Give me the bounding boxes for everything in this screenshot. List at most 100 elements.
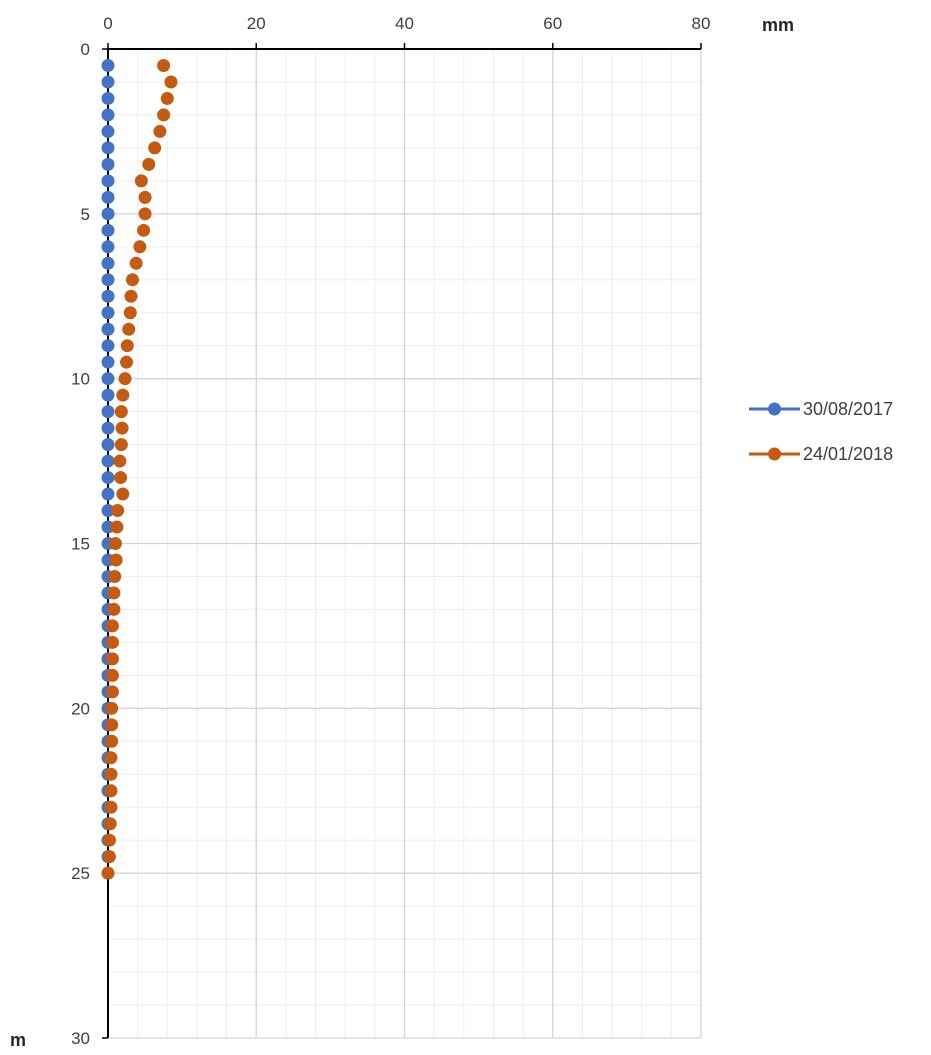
data-point [101,487,115,501]
data-point [104,784,118,798]
y-tick-label: 0 [81,40,90,59]
y-tick-label: 20 [71,699,90,718]
data-point [101,256,115,270]
y-tick-label: 10 [71,370,90,389]
data-point [118,372,132,386]
data-point [148,141,162,155]
data-point [101,306,115,320]
data-point [120,339,134,353]
data-point [101,355,115,369]
data-point [105,619,119,633]
data-point [101,454,115,468]
data-point [101,289,115,303]
data-point [129,256,143,270]
legend-entry: 24/01/2018 [749,444,893,464]
data-point [104,751,118,765]
data-point [115,421,129,435]
legend: 30/08/2017 24/01/2018 [749,399,893,464]
data-point [157,108,171,122]
data-point [101,504,115,518]
y-tick-label: 15 [71,535,90,554]
series-2 [101,58,178,880]
data-point [102,833,116,847]
data-point [101,339,115,353]
data-point [101,58,115,72]
data-point [123,306,137,320]
y-axis-unit-label: m [10,1030,26,1050]
data-point [111,504,125,518]
data-point [160,91,174,105]
data-point [101,75,115,89]
x-tick-labels: 0 20 40 60 80 [103,14,710,33]
data-point [101,471,115,485]
data-point [137,223,151,237]
data-point [138,207,152,221]
data-point [105,701,119,715]
data-point [101,405,115,419]
x-tick-label: 0 [103,14,112,33]
data-point [122,322,136,336]
axes [102,43,702,1039]
data-point [116,388,130,402]
data-point [101,174,115,188]
legend-marker [768,447,781,461]
data-point [103,817,117,831]
x-tick-label: 20 [247,14,266,33]
data-point [109,553,123,567]
data-point [101,388,115,402]
data-point [101,190,115,204]
data-point [164,75,178,89]
data-point [114,405,128,419]
x-tick-label: 80 [692,14,711,33]
data-point [105,668,119,682]
data-point [101,223,115,237]
y-tick-labels: 0 5 10 15 20 25 30 [71,40,90,1048]
x-axis-unit-label: mm [762,15,794,35]
data-point [120,355,134,369]
data-point [138,190,152,204]
data-point [105,635,119,649]
y-tick-label: 5 [81,205,90,224]
data-point [101,866,115,880]
data-point [101,240,115,254]
data-point [101,207,115,221]
data-point [108,537,122,550]
data-point [101,372,115,386]
data-point [101,322,115,336]
data-point [101,124,115,138]
data-point [102,850,116,864]
y-tick-label: 25 [71,864,90,883]
data-point [157,58,171,72]
legend-entry: 30/08/2017 [749,399,893,419]
data-point [105,652,119,666]
data-point [116,487,130,501]
legend-label: 30/08/2017 [803,399,893,419]
data-point [142,157,156,171]
x-tick-label: 40 [395,14,414,33]
series-layer [101,58,178,880]
data-point [101,108,115,122]
data-point [124,289,138,303]
data-point [101,438,115,452]
legend-marker [768,402,781,416]
data-point [101,141,115,155]
x-tick-label: 60 [543,14,562,33]
data-point [108,569,122,583]
y-tick-label: 30 [71,1029,90,1048]
data-point [101,421,115,435]
data-point [104,767,118,781]
legend-label: 24/01/2018 [803,444,893,464]
data-point [101,520,115,534]
data-point [101,157,115,171]
data-point [107,586,121,600]
major-gridlines [108,49,702,1039]
data-point [101,273,115,287]
data-point [114,471,128,485]
data-point [104,800,118,814]
data-point [114,438,128,452]
data-point [125,273,139,287]
data-point [113,454,127,468]
data-point [105,685,119,699]
data-point [105,734,119,748]
